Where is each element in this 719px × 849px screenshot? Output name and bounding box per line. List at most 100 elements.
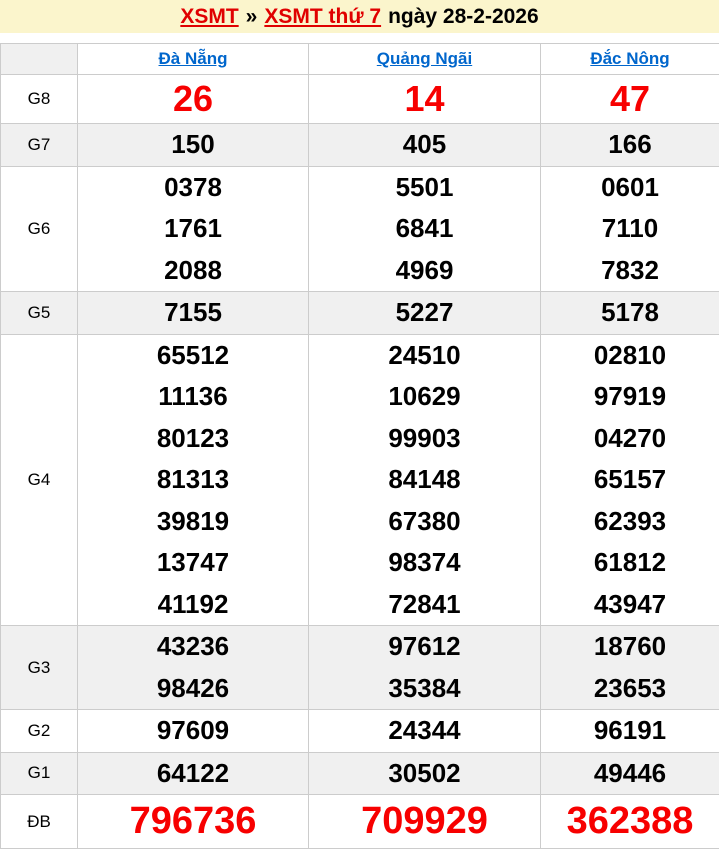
prize-cell-g1-col2: 30502	[309, 752, 541, 795]
province-link-da-nang[interactable]: Đà Nẵng	[159, 49, 228, 68]
prize-value: 99903	[309, 418, 540, 460]
prize-value: 43236	[78, 626, 308, 668]
xsmt-weekday-link[interactable]: XSMT thứ 7	[264, 5, 381, 29]
prize-value: 14	[309, 75, 540, 123]
prize-label-g6: G6	[1, 166, 78, 292]
column-header-dac-nong: Đắc Nông	[541, 44, 719, 75]
prize-value: 02810	[541, 335, 719, 377]
prize-cell-g5-col1: 7155	[78, 292, 309, 335]
prize-cell-g8-col3: 47	[541, 75, 719, 124]
prize-value: 97609	[78, 710, 308, 752]
prize-label-g2: G2	[1, 710, 78, 753]
prize-label-g3: G3	[1, 626, 78, 710]
prize-value: 39819	[78, 501, 308, 543]
prize-value: 23653	[541, 668, 719, 710]
prize-value: 10629	[309, 376, 540, 418]
prize-value: 166	[541, 124, 719, 166]
prize-value: 98426	[78, 668, 308, 710]
prize-value: 13747	[78, 542, 308, 584]
prize-value: 18760	[541, 626, 719, 668]
prize-label-g4: G4	[1, 334, 78, 626]
prize-value: 67380	[309, 501, 540, 543]
prize-value: 709929	[309, 795, 540, 848]
prize-value: 35384	[309, 668, 540, 710]
prize-value: 61812	[541, 542, 719, 584]
prize-value: 96191	[541, 710, 719, 752]
prize-value: 24344	[309, 710, 540, 752]
prize-cell-g7-col2: 405	[309, 124, 541, 167]
prize-value: 26	[78, 75, 308, 123]
prize-cell-g5-col2: 5227	[309, 292, 541, 335]
prize-value: 6841	[309, 208, 540, 250]
header-row: Đà Nẵng Quảng Ngãi Đắc Nông	[1, 44, 719, 75]
prize-value: 362388	[541, 795, 719, 848]
prize-cell-g8-col2: 14	[309, 75, 541, 124]
xsmt-link[interactable]: XSMT	[180, 5, 238, 29]
prize-value: 405	[309, 124, 540, 166]
prize-value: 49446	[541, 753, 719, 795]
prize-cell-g1-col1: 64122	[78, 752, 309, 795]
column-header-quang-ngai: Quảng Ngãi	[309, 44, 541, 75]
prize-value: 64122	[78, 753, 308, 795]
prize-label-g7: G7	[1, 124, 78, 167]
prize-value: 5178	[541, 292, 719, 334]
prize-value: 62393	[541, 501, 719, 543]
prize-value: 5227	[309, 292, 540, 334]
prize-value: 7832	[541, 250, 719, 292]
prize-value: 24510	[309, 335, 540, 377]
prize-value: 65512	[78, 335, 308, 377]
prize-value: 11136	[78, 376, 308, 418]
prize-value: 72841	[309, 584, 540, 626]
column-header-da-nang: Đà Nẵng	[78, 44, 309, 75]
title-date: ngày 28-2-2026	[388, 5, 539, 29]
prize-cell-g7-col1: 150	[78, 124, 309, 167]
prize-value: 1761	[78, 208, 308, 250]
province-link-dac-nong[interactable]: Đắc Nông	[590, 49, 669, 68]
prize-value: 0378	[78, 167, 308, 209]
prize-label-db: ĐB	[1, 795, 78, 849]
prize-value: 796736	[78, 795, 308, 848]
prize-cell-g5-col3: 5178	[541, 292, 719, 335]
prize-value: 43947	[541, 584, 719, 626]
prize-value: 47	[541, 75, 719, 123]
corner-cell	[1, 44, 78, 75]
prize-cell-g1-col3: 49446	[541, 752, 719, 795]
prize-value: 98374	[309, 542, 540, 584]
prize-cell-g8-col1: 26	[78, 75, 309, 124]
prize-value: 7110	[541, 208, 719, 250]
prize-label-g1: G1	[1, 752, 78, 795]
prize-value: 65157	[541, 459, 719, 501]
province-link-quang-ngai[interactable]: Quảng Ngãi	[377, 49, 472, 68]
prize-value: 04270	[541, 418, 719, 460]
prize-cell-g7-col3: 166	[541, 124, 719, 167]
prize-value: 41192	[78, 584, 308, 626]
prize-cell-g2-col2: 24344	[309, 710, 541, 753]
prize-value: 4969	[309, 250, 540, 292]
prize-value: 80123	[78, 418, 308, 460]
prize-value: 84148	[309, 459, 540, 501]
prize-cell-db-col3: 362388	[541, 795, 719, 849]
prize-value: 97612	[309, 626, 540, 668]
title-bar: XSMT » XSMT thứ 7 ngày 28-2-2026	[0, 0, 719, 33]
prize-value: 97919	[541, 376, 719, 418]
title-separator: »	[246, 5, 258, 29]
prize-value: 0601	[541, 167, 719, 209]
prize-label-g8: G8	[1, 75, 78, 124]
